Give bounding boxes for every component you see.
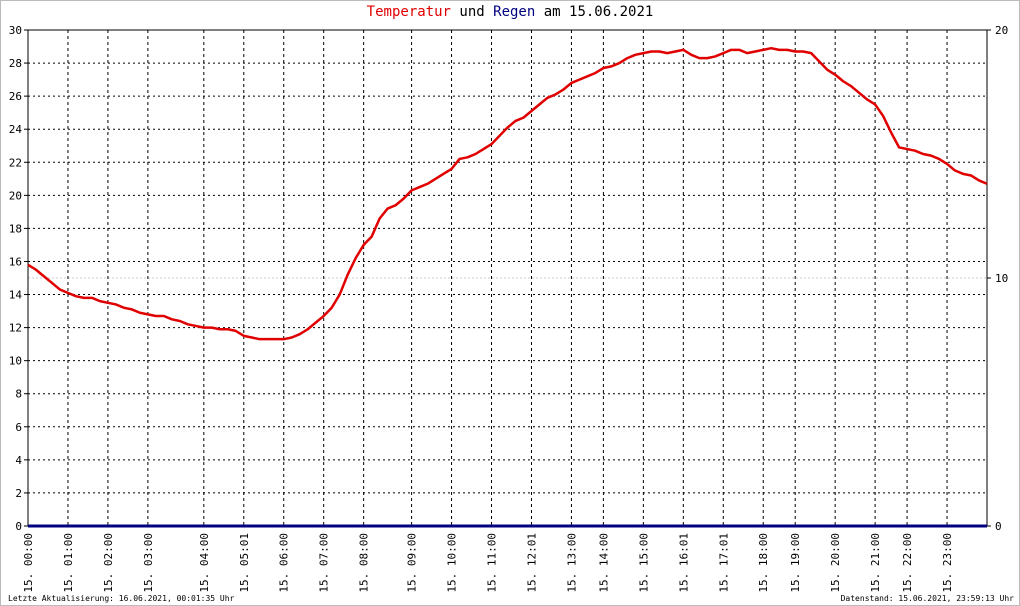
y-tick-label: 14 (9, 289, 23, 302)
x-tick-label: 15. 22:00 (901, 533, 914, 593)
x-tick-label: 15. 20:00 (829, 533, 842, 593)
x-tick-label: 15. 11:00 (486, 533, 499, 593)
y2-tick-label: 10 (995, 272, 1008, 285)
y-tick-label: 4 (15, 454, 22, 467)
title-part: am 15.06.2021 (544, 4, 654, 20)
series-line (27, 46, 988, 341)
y-tick-label: 24 (9, 123, 23, 136)
x-tick-label: 15. 04:00 (198, 533, 211, 593)
y-tick-label: 2 (15, 487, 22, 500)
title-part: Regen (493, 4, 535, 20)
x-tick-label: 15. 14:00 (597, 533, 610, 593)
x-tick-label: 15. 17:01 (717, 533, 730, 593)
footer-right: Datenstand: 15.06.2021, 23:59:13 Uhr (841, 594, 1015, 603)
x-tick-label: 15. 16:01 (677, 533, 690, 593)
x-tick-label: 15. 08:00 (358, 533, 371, 593)
x-tick-label: 15. 13:00 (565, 533, 578, 593)
y-tick-label: 30 (9, 24, 22, 37)
y-tick-label: 12 (9, 322, 22, 335)
x-tick-label: 15. 00:00 (22, 533, 35, 593)
x-tick-label: 15. 03:00 (142, 533, 155, 593)
y-tick-label: 0 (15, 520, 22, 533)
x-tick-label: 15. 19:00 (789, 533, 802, 593)
x-tick-label: 15. 09:00 (406, 533, 419, 593)
y-tick-label: 16 (9, 255, 22, 268)
x-tick-label: 15. 18:00 (757, 533, 770, 593)
footer-left: Letzte Aktualisierung: 16.06.2021, 00:01… (8, 594, 235, 603)
x-tick-label: 15. 05:01 (238, 533, 251, 593)
chart-title: Temperatur und Regen am 15.06.2021 (367, 4, 654, 20)
x-tick-label: 15. 07:00 (318, 533, 331, 593)
x-tick-label: 15. 06:00 (278, 533, 291, 593)
y-tick-label: 18 (9, 222, 22, 235)
title-part: Temperatur (367, 4, 451, 20)
x-tick-label: 15. 12:01 (525, 533, 538, 593)
y-tick-label: 8 (15, 388, 22, 401)
x-tick-label: 15. 15:00 (637, 533, 650, 593)
y2-tick-label: 0 (995, 520, 1002, 533)
y-tick-label: 10 (9, 355, 22, 368)
x-tick-label: 15. 23:00 (941, 533, 954, 593)
title-part: und (459, 4, 484, 20)
y-tick-label: 22 (9, 156, 22, 169)
y2-tick-label: 20 (995, 24, 1008, 37)
y-tick-label: 20 (9, 189, 22, 202)
y-tick-label: 6 (15, 421, 22, 434)
x-tick-label: 15. 02:00 (102, 533, 115, 593)
y-tick-label: 26 (9, 90, 22, 103)
x-tick-label: 15. 10:00 (446, 533, 459, 593)
y-tick-label: 28 (9, 57, 22, 70)
x-tick-label: 15. 01:00 (62, 533, 75, 593)
x-tick-label: 15. 21:00 (869, 533, 882, 593)
